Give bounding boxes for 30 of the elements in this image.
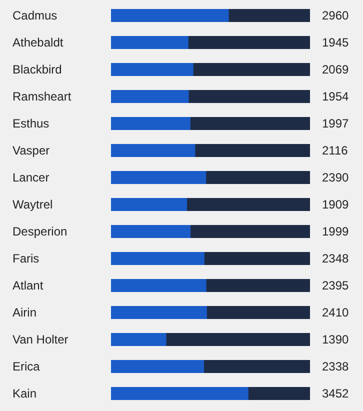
- y-tick-label: Lancer: [12, 170, 50, 184]
- y-tick-label: Airin: [12, 306, 37, 320]
- y-tick-label: Vasper: [12, 144, 50, 158]
- data-label: 2069: [322, 62, 350, 76]
- data-label: 2960: [322, 8, 350, 22]
- data-label: 2116: [322, 144, 348, 158]
- y-tick-label: Athebaldt: [12, 36, 64, 50]
- data-label: 1954: [322, 90, 350, 104]
- y-tick-label: Faris: [12, 252, 40, 266]
- data-label: 1997: [322, 116, 350, 130]
- y-tick-label: Erica: [12, 360, 40, 374]
- data-label: 2338: [322, 360, 350, 374]
- y-tick-label: Kain: [12, 386, 37, 400]
- y-tick-label: Atlant: [12, 278, 44, 292]
- data-label: 2390: [322, 170, 350, 184]
- y-tick-label: Esthus: [12, 116, 50, 130]
- data-label: 2395: [322, 278, 350, 292]
- y-tick-label: Waytrel: [12, 198, 53, 212]
- data-label: 2348: [322, 252, 350, 266]
- data-label: 1945: [322, 36, 350, 50]
- y-tick-label: Desperion: [12, 224, 68, 238]
- y-tick-label: Blackbird: [12, 62, 62, 76]
- data-label: 2410: [322, 306, 350, 320]
- data-label: 1999: [322, 224, 350, 238]
- y-tick-label: Ramsheart: [12, 90, 72, 104]
- y-tick-label: Van Holter: [12, 332, 68, 346]
- data-label: 1909: [322, 198, 350, 212]
- y-tick-label: Cadmus: [12, 8, 58, 22]
- data-label: 3452: [322, 386, 350, 400]
- data-label: 1390: [322, 332, 350, 346]
